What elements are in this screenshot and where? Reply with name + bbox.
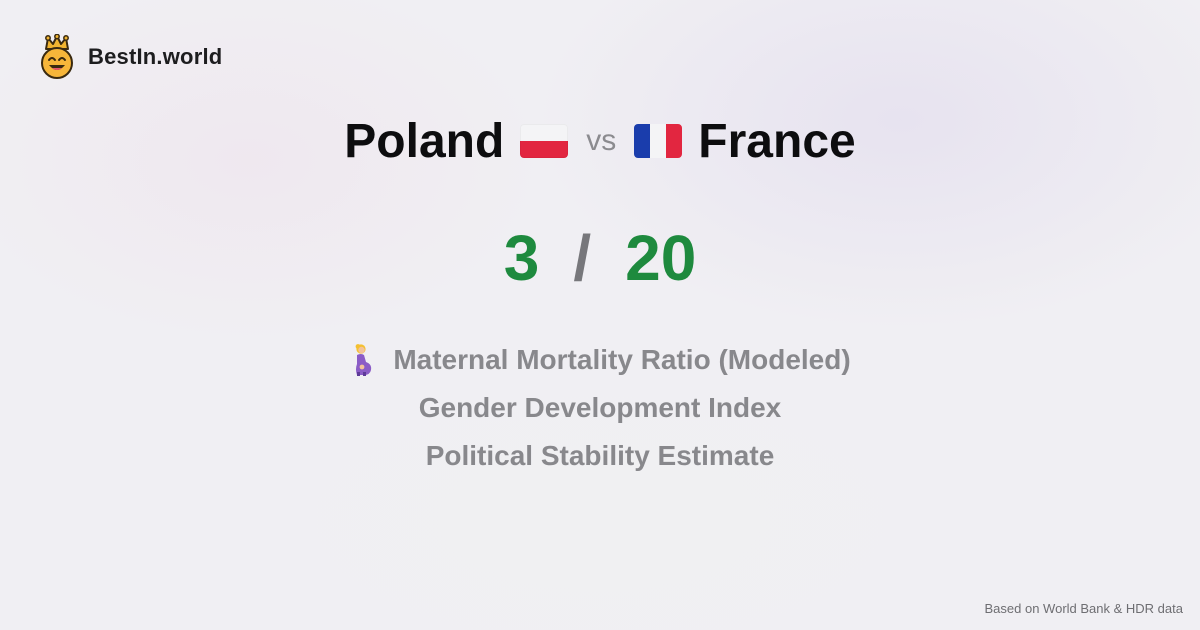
metric-item: Political Stability Estimate	[0, 432, 1200, 480]
right-score: 20	[625, 222, 697, 294]
data-source-note: Based on World Bank & HDR data	[984, 601, 1183, 616]
metric-list: Maternal Mortality Ratio (Modeled) Gende…	[0, 336, 1200, 480]
brand-name: BestIn.world	[88, 44, 223, 69]
brand[interactable]: BestIn.world	[38, 34, 222, 80]
crowned-smiley-icon	[41, 34, 73, 79]
pregnant-woman-icon	[355, 344, 372, 376]
score-separator: /	[573, 222, 592, 294]
poland-flag-icon	[520, 124, 569, 158]
comparison-title: Poland vs France	[0, 108, 1200, 174]
france-flag-icon	[634, 124, 683, 158]
vs-label: vs	[586, 124, 617, 157]
metric-item: Gender Development Index	[0, 384, 1200, 432]
right-country-name: France	[698, 114, 856, 168]
score: 3 / 20	[0, 218, 1200, 298]
left-country-name: Poland	[344, 114, 505, 168]
metric-label: Gender Development Index	[418, 392, 782, 423]
metric-label: Political Stability Estimate	[425, 440, 775, 471]
metric-label: Maternal Mortality Ratio (Modeled)	[393, 344, 851, 375]
left-score: 3	[503, 222, 540, 294]
metric-item: Maternal Mortality Ratio (Modeled)	[0, 336, 1200, 384]
